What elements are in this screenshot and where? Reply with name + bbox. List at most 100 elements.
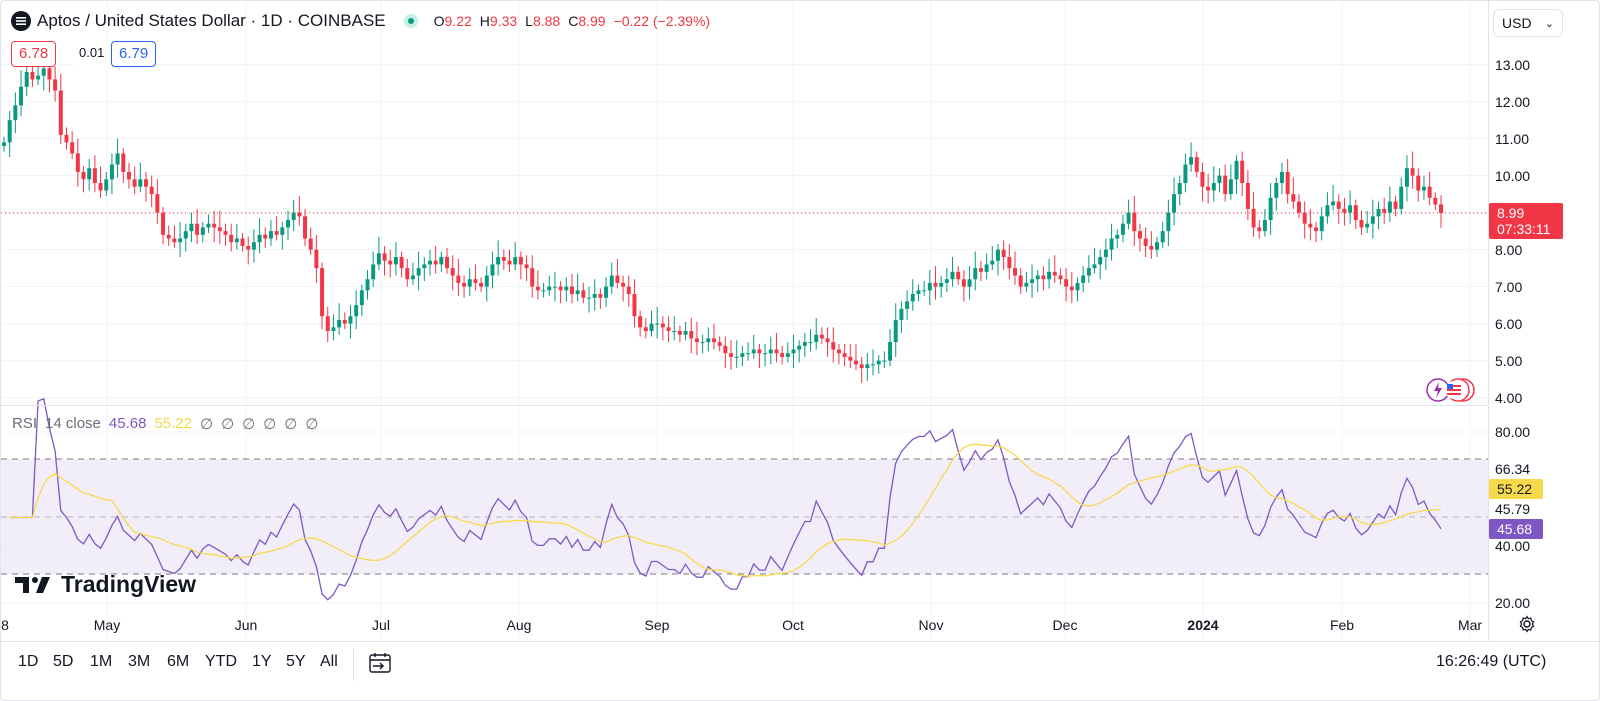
candle-body bbox=[836, 349, 841, 354]
range-button-ytd[interactable]: YTD bbox=[205, 653, 237, 670]
candle-body bbox=[899, 308, 904, 320]
candle-body bbox=[36, 75, 41, 80]
toolbar-divider bbox=[353, 649, 354, 681]
candle-body bbox=[564, 286, 569, 291]
candle-body bbox=[81, 171, 86, 180]
candle-body bbox=[462, 282, 467, 287]
candle-body bbox=[1211, 183, 1216, 191]
candle-body bbox=[927, 282, 932, 291]
candle-body bbox=[717, 342, 722, 346]
range-button-all[interactable]: All bbox=[320, 653, 338, 670]
candle-body bbox=[734, 356, 739, 358]
rsi-legend[interactable]: RSI 14 close 45.68 55.22 ∅ ∅ ∅ ∅ ∅ ∅ bbox=[12, 415, 318, 433]
candle-body bbox=[547, 286, 552, 291]
candle-body bbox=[1064, 279, 1069, 287]
candle-body bbox=[473, 279, 478, 283]
candle-body bbox=[1399, 186, 1404, 209]
candle-body bbox=[1404, 168, 1409, 187]
candle-body bbox=[1336, 201, 1341, 209]
change-value: −0.22 (−2.39%) bbox=[613, 13, 711, 29]
candle-body bbox=[24, 72, 29, 87]
range-button-6m[interactable]: 6M bbox=[167, 653, 190, 670]
candle-body bbox=[1223, 175, 1228, 195]
legend-header: Aptos / United States Dollar · 1D · COIN… bbox=[11, 9, 710, 33]
candle-body bbox=[1279, 171, 1284, 184]
candle-body bbox=[638, 316, 643, 328]
chevron-down-icon: ⌄ bbox=[1544, 17, 1554, 30]
candle-body bbox=[286, 220, 290, 228]
range-button-1d[interactable]: 1D bbox=[18, 653, 39, 670]
sell-button[interactable]: 6.78 bbox=[11, 41, 57, 67]
rsi-placeholder: ∅ bbox=[221, 416, 235, 433]
candle-body bbox=[842, 353, 847, 357]
candle-body bbox=[853, 360, 858, 365]
candle-body bbox=[109, 164, 114, 180]
candle-body bbox=[98, 183, 103, 191]
candle-body bbox=[1314, 227, 1319, 232]
candle-body bbox=[1137, 231, 1142, 239]
candle-body bbox=[1376, 208, 1381, 217]
settings-gear-icon[interactable] bbox=[1518, 615, 1536, 633]
tradingview-icon bbox=[15, 576, 50, 593]
candle-body bbox=[1041, 275, 1046, 280]
open-key: O bbox=[433, 13, 445, 29]
tradingview-logo[interactable]: TradingView bbox=[15, 571, 196, 598]
range-button-3m[interactable]: 3M bbox=[128, 653, 151, 670]
rsi-placeholder: ∅ bbox=[242, 416, 256, 433]
candle-body bbox=[865, 364, 870, 369]
candle-body bbox=[552, 286, 557, 288]
candle-body bbox=[1302, 212, 1307, 224]
candle-body bbox=[1387, 201, 1392, 213]
candle-body bbox=[87, 168, 92, 180]
candle-body bbox=[331, 327, 336, 332]
candle-body bbox=[467, 279, 472, 287]
low-key: L bbox=[525, 13, 533, 29]
candle-body bbox=[75, 153, 80, 172]
ohlc-values: O9.22 H9.33 L8.88 C8.99 −0.22 (−2.39%) bbox=[434, 13, 710, 29]
candle-body bbox=[1421, 186, 1426, 191]
events-badges[interactable] bbox=[1425, 377, 1481, 403]
candle-body bbox=[308, 238, 313, 250]
candle-body bbox=[58, 90, 63, 135]
candle-body bbox=[808, 342, 813, 344]
aptos-logo-icon bbox=[11, 11, 31, 31]
candle-body bbox=[280, 227, 285, 235]
buy-button[interactable]: 6.79 bbox=[111, 41, 157, 67]
candle-body bbox=[104, 179, 109, 191]
candle-body bbox=[229, 234, 234, 243]
candle-body bbox=[166, 234, 171, 239]
candle-body bbox=[144, 179, 148, 187]
candle-body bbox=[632, 294, 637, 317]
candle-body bbox=[524, 264, 529, 269]
candle-body bbox=[893, 319, 898, 343]
symbol-title[interactable]: Aptos / United States Dollar · 1D · COIN… bbox=[37, 11, 386, 30]
range-button-5y[interactable]: 5Y bbox=[286, 653, 306, 670]
candle-body bbox=[234, 238, 239, 243]
spread-value: 0.01 bbox=[72, 41, 112, 65]
candle-body bbox=[1155, 242, 1159, 250]
time-axis-label: Jun bbox=[234, 617, 258, 633]
candle-body bbox=[126, 171, 131, 180]
candle-body bbox=[643, 327, 648, 332]
rsi-axis-label: 40.00 bbox=[1495, 538, 1531, 554]
candle-body bbox=[1075, 282, 1080, 291]
utc-clock[interactable]: 16:26:49 (UTC) bbox=[1436, 653, 1547, 670]
pane-separator[interactable] bbox=[1, 405, 1488, 406]
range-button-1y[interactable]: 1Y bbox=[252, 653, 272, 670]
candle-body bbox=[200, 227, 205, 235]
range-button-5d[interactable]: 5D bbox=[53, 653, 74, 670]
candle-body bbox=[303, 216, 308, 239]
candle-body bbox=[995, 249, 1000, 261]
currency-select[interactable]: USD ⌄ bbox=[1493, 9, 1563, 37]
range-button-1m[interactable]: 1M bbox=[90, 653, 113, 670]
candle-body bbox=[1433, 197, 1438, 205]
candle-body bbox=[189, 223, 194, 232]
candle-body bbox=[1194, 157, 1199, 172]
market-status-icon[interactable] bbox=[403, 14, 418, 28]
candle-body bbox=[802, 342, 807, 346]
candle-body bbox=[359, 290, 364, 306]
chart-canvas[interactable] bbox=[1, 1, 1600, 641]
calendar-goto-icon[interactable] bbox=[367, 651, 393, 675]
candle-body bbox=[541, 290, 546, 292]
candle-body bbox=[1342, 208, 1347, 213]
